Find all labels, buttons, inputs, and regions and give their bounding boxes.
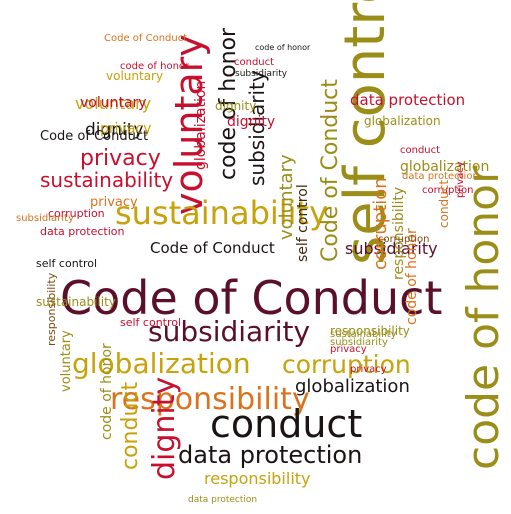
word: corruption <box>370 177 391 270</box>
word: responsibility <box>110 382 310 417</box>
word: Code of Conduct <box>150 239 275 257</box>
word: sustainability <box>330 329 397 340</box>
word: globalization <box>295 376 410 397</box>
word: Code of Conduct <box>60 271 443 325</box>
word: voluntary <box>276 154 297 240</box>
word: corruption <box>422 185 474 196</box>
word: subsidiarity <box>148 315 311 348</box>
word: sustainability <box>40 168 174 192</box>
word: responsibility <box>45 272 58 346</box>
word: corruption <box>48 207 105 220</box>
word: code of honor <box>120 61 190 72</box>
word: corruption <box>282 350 411 379</box>
word: privacy <box>455 161 466 198</box>
word: subsidiarity <box>330 337 388 348</box>
word: self control <box>36 257 98 270</box>
word: code of honor <box>99 343 115 440</box>
word: code of honor <box>255 43 311 52</box>
word: dignity <box>227 114 276 130</box>
word: data protection <box>350 91 466 109</box>
word: conduct <box>210 402 363 446</box>
word: conduct <box>234 57 275 68</box>
word: subsidiarity <box>235 69 288 79</box>
word: privacy <box>330 344 367 355</box>
word: data protection <box>178 441 363 469</box>
word: data protection <box>188 495 258 505</box>
word: Code of Conduct <box>40 129 149 144</box>
word: dignity <box>147 376 182 480</box>
word: data protection <box>402 171 479 182</box>
word: responsibility <box>204 469 311 488</box>
word: sustainability <box>115 194 329 232</box>
word: self control <box>120 316 182 329</box>
word: data protection <box>40 225 125 238</box>
word: self control <box>295 184 311 262</box>
word: voluntary <box>75 94 152 113</box>
word: responsibility <box>330 324 410 338</box>
word: globalization <box>193 80 209 170</box>
word: corruption <box>378 234 430 245</box>
word: voluntary <box>59 330 74 392</box>
word: privacy <box>100 121 152 137</box>
word: sustainability <box>36 295 116 309</box>
word: dignity <box>85 120 144 140</box>
word: Code of Conduct <box>104 33 188 44</box>
word: Code of Conduct <box>318 79 343 262</box>
word: globalization <box>72 347 251 380</box>
word: conduct <box>437 179 451 228</box>
word: conduct <box>118 381 143 470</box>
word: subsidiarity <box>345 239 438 258</box>
word: privacy <box>90 195 138 210</box>
word: privacy <box>350 364 387 375</box>
word: subsidiarity <box>16 213 74 224</box>
word: voluntary <box>80 95 147 111</box>
word: dignity <box>215 99 257 113</box>
word: globalization <box>400 159 490 175</box>
word: privacy <box>80 146 161 171</box>
word: code of honor <box>458 165 509 470</box>
word: globalization <box>364 114 441 128</box>
word: conduct <box>400 145 441 156</box>
word: voluntary <box>106 69 164 83</box>
